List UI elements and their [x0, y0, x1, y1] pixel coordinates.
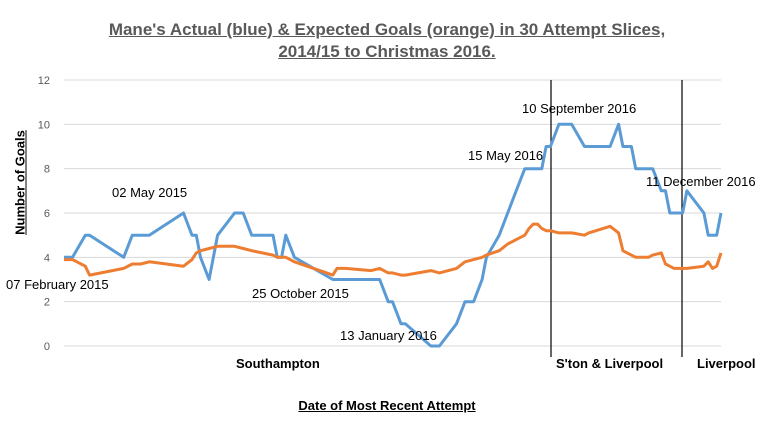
y-tick-label: 8: [44, 164, 50, 176]
y-tick-label: 4: [44, 252, 50, 264]
chart-title-line-1: Mane's Actual (blue) & Expected Goals (o…: [108, 20, 666, 39]
series-line-expected-goals: [64, 222, 723, 277]
y-tick-label: 6: [44, 208, 50, 220]
annotation-10-september-2016: 10 September 2016: [522, 101, 637, 116]
x-axis-label: Date of Most Recent Attempt: [298, 398, 476, 413]
chart-title-line-2: 2014/15 to Christmas 2016.: [278, 42, 496, 61]
y-tick-label: 2: [44, 297, 50, 309]
annotation-02-may-2015: 02 May 2015: [112, 185, 188, 200]
series-line-actual-goals: [64, 122, 723, 348]
annotation-07-february-2015: 07 February 2015: [6, 277, 109, 292]
annotation-15-may-2016: 15 May 2016: [468, 148, 544, 163]
annotation-13-january-2016: 13 January 2016: [340, 328, 437, 343]
y-axis-label: Number of Goals: [12, 130, 28, 235]
y-tick-label: 10: [38, 119, 50, 131]
period-label-southampton: Southampton: [236, 356, 320, 371]
period-label-ston-liverpool: S'ton & Liverpool: [556, 356, 664, 371]
y-tick-label: 12: [38, 75, 50, 87]
annotation-11-december-2016: 11 December 2016: [646, 174, 756, 189]
y-tick-label: 0: [44, 341, 50, 353]
period-label-liverpool: Liverpool: [697, 356, 756, 371]
annotation-25-october-2015: 25 October 2015: [252, 286, 349, 301]
